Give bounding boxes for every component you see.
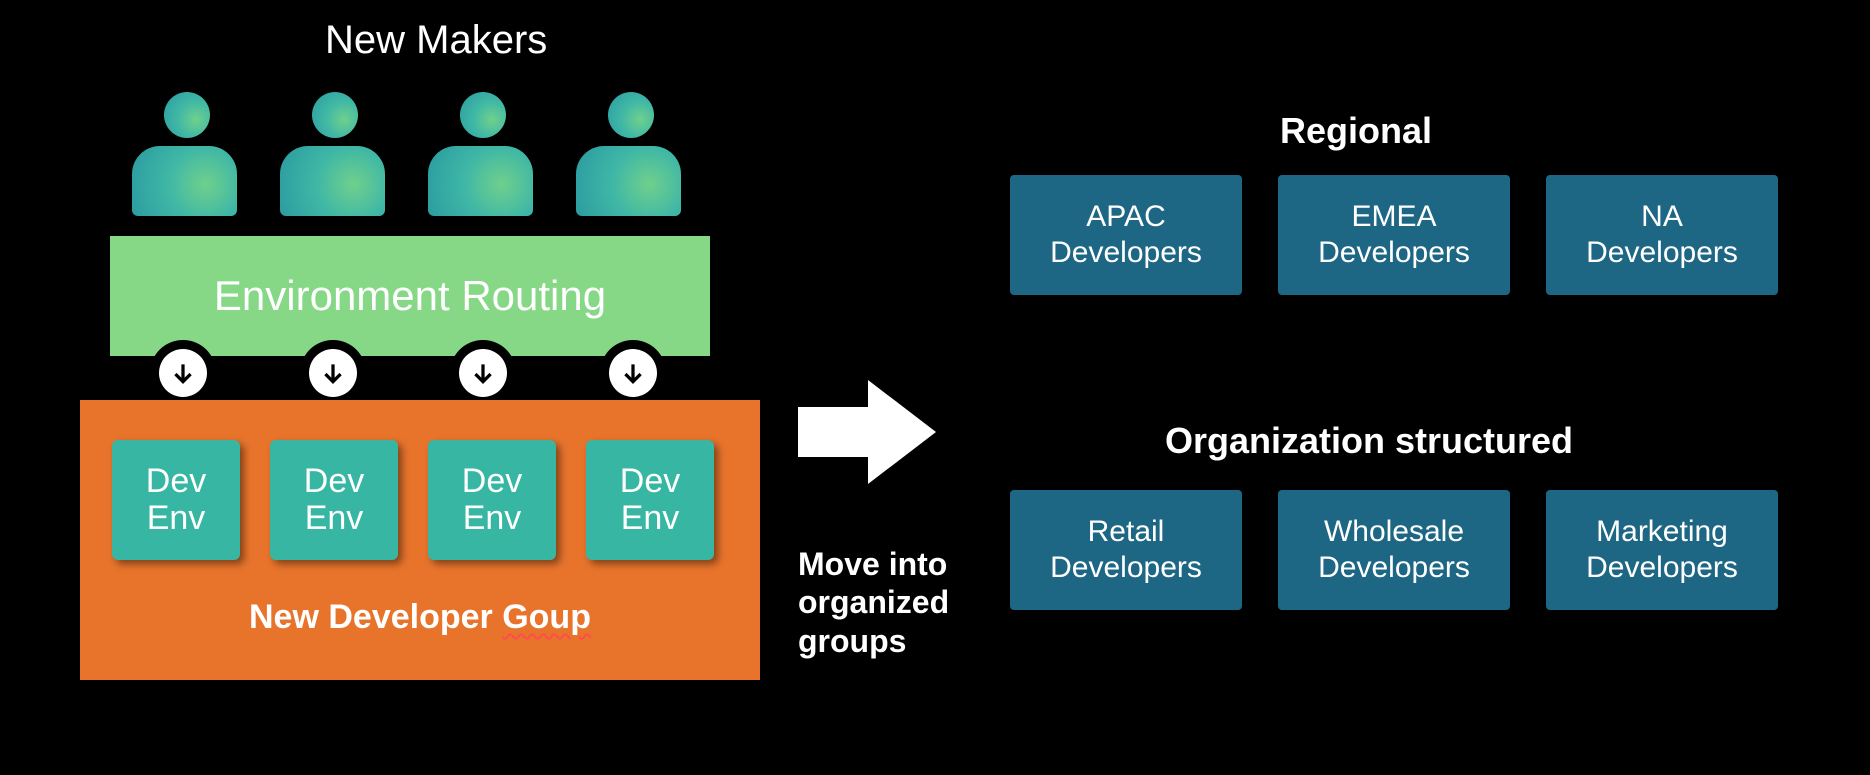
transition-arrow-icon	[798, 372, 938, 492]
arrow-down-icon	[600, 340, 666, 406]
regional-box: NA Developers	[1546, 175, 1778, 295]
person-icon	[576, 92, 681, 222]
diagram-canvas: New Makers Environment Routing Dev Env D…	[0, 0, 1870, 775]
label-prefix: New Developer	[249, 598, 502, 636]
person-icon	[132, 92, 237, 222]
dev-env-box: Dev Env	[428, 440, 556, 560]
move-into-groups-label: Move into organized groups	[798, 545, 949, 660]
environment-routing-box: Environment Routing	[110, 236, 710, 356]
label-underlined: Goup	[502, 598, 591, 636]
dev-env-box: Dev Env	[270, 440, 398, 560]
dev-env-box: Dev Env	[112, 440, 240, 560]
org-box: Retail Developers	[1010, 490, 1242, 610]
arrow-down-icon	[150, 340, 216, 406]
regional-box: EMEA Developers	[1278, 175, 1510, 295]
org-box: Marketing Developers	[1546, 490, 1778, 610]
dev-env-box: Dev Env	[586, 440, 714, 560]
org-box: Wholesale Developers	[1278, 490, 1510, 610]
regional-title: Regional	[1280, 110, 1432, 152]
organization-structured-title: Organization structured	[1165, 420, 1573, 462]
person-icon	[280, 92, 385, 222]
person-icon	[428, 92, 533, 222]
arrow-down-icon	[450, 340, 516, 406]
new-makers-title: New Makers	[325, 18, 547, 63]
regional-box: APAC Developers	[1010, 175, 1242, 295]
new-developer-group-label: New Developer Goup	[80, 598, 760, 637]
new-developer-group-box: Dev Env Dev Env Dev Env Dev Env New Deve…	[80, 400, 760, 680]
arrow-down-icon	[300, 340, 366, 406]
